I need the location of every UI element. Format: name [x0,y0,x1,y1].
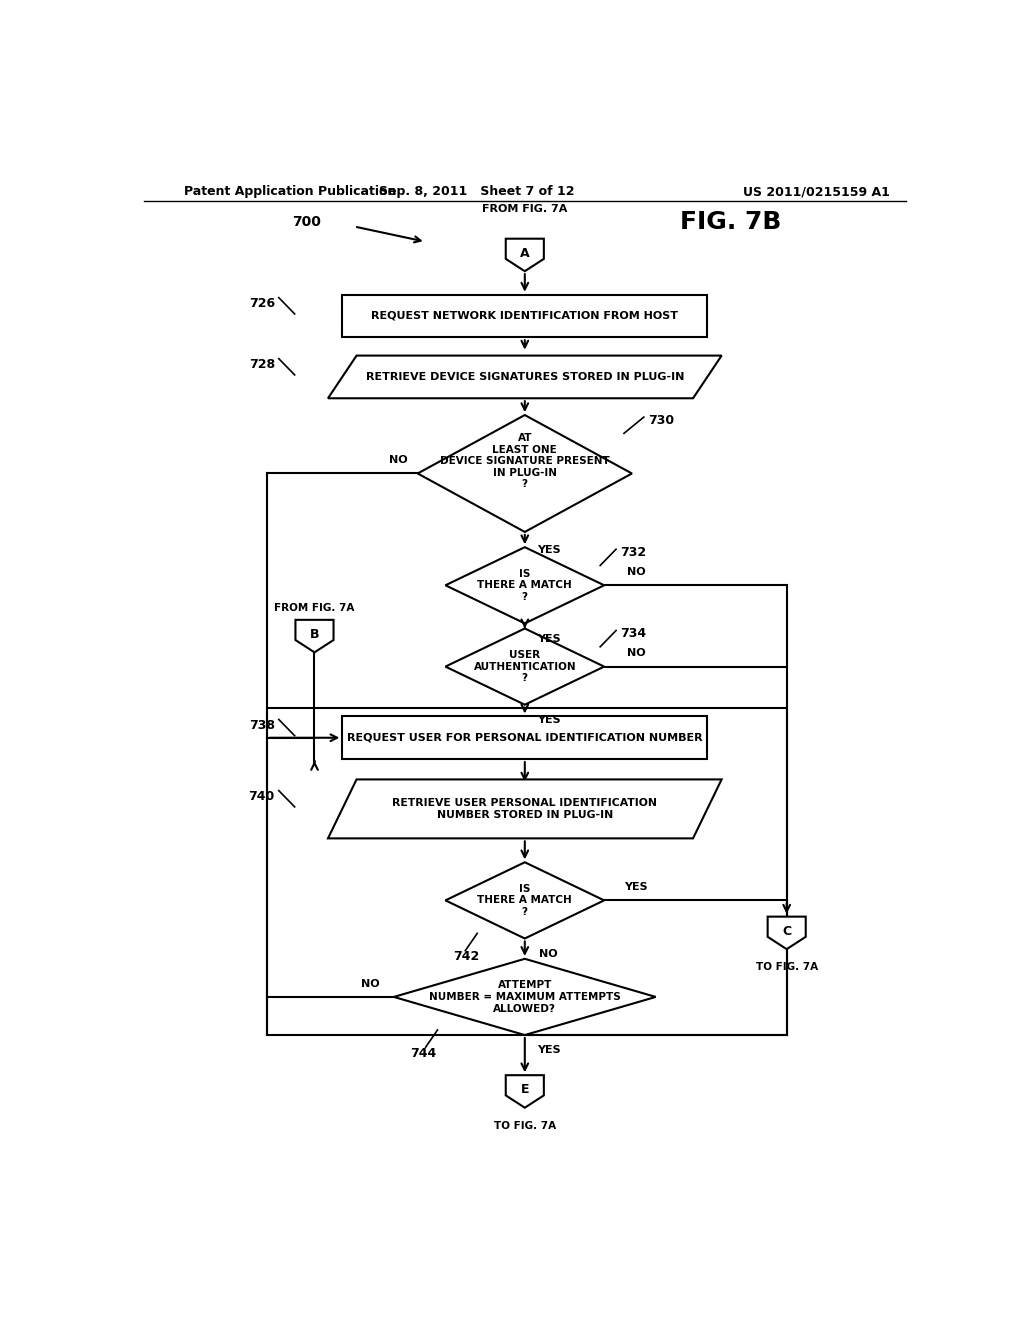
Text: 726: 726 [249,297,274,310]
Polygon shape [296,620,334,652]
Text: IS
THERE A MATCH
?: IS THERE A MATCH ? [477,569,572,602]
Polygon shape [506,239,544,271]
Text: US 2011/0215159 A1: US 2011/0215159 A1 [743,185,890,198]
Polygon shape [445,548,604,623]
Text: YES: YES [537,545,560,556]
Text: NO: NO [627,568,645,577]
Polygon shape [328,779,722,838]
Text: Patent Application Publication: Patent Application Publication [183,185,396,198]
Polygon shape [506,1076,544,1107]
Text: NO: NO [360,978,379,989]
Text: 730: 730 [648,413,674,426]
Text: FROM FIG. 7A: FROM FIG. 7A [274,603,354,612]
Text: YES: YES [624,882,648,892]
Text: REQUEST NETWORK IDENTIFICATION FROM HOST: REQUEST NETWORK IDENTIFICATION FROM HOST [372,312,678,321]
Text: NO: NO [540,949,558,958]
Polygon shape [394,958,655,1035]
Text: TO FIG. 7A: TO FIG. 7A [756,962,818,973]
Text: A: A [520,247,529,260]
Text: 732: 732 [620,545,646,558]
Text: RETRIEVE USER PERSONAL IDENTIFICATION
NUMBER STORED IN PLUG-IN: RETRIEVE USER PERSONAL IDENTIFICATION NU… [392,799,657,820]
Polygon shape [328,355,722,399]
Text: 738: 738 [249,719,274,733]
Text: NO: NO [627,648,645,659]
Text: 742: 742 [454,950,479,964]
Text: 700: 700 [292,215,321,230]
Bar [342,717,708,759]
Text: NO: NO [388,455,408,465]
Text: ATTEMPT
NUMBER = MAXIMUM ATTEMPTS
ALLOWED?: ATTEMPT NUMBER = MAXIMUM ATTEMPTS ALLOWE… [429,981,621,1014]
Text: TO FIG. 7A: TO FIG. 7A [494,1121,556,1131]
Text: REQUEST USER FOR PERSONAL IDENTIFICATION NUMBER: REQUEST USER FOR PERSONAL IDENTIFICATION… [347,733,702,743]
Text: AT
LEAST ONE
DEVICE SIGNATURE PRESENT
IN PLUG-IN
?: AT LEAST ONE DEVICE SIGNATURE PRESENT IN… [440,433,609,490]
Polygon shape [418,414,632,532]
Bar [267,709,786,1035]
Polygon shape [445,862,604,939]
Bar [342,294,708,338]
Text: FROM FIG. 7A: FROM FIG. 7A [482,205,567,214]
Polygon shape [768,916,806,949]
Text: E: E [520,1084,529,1097]
Text: B: B [309,628,319,642]
Text: RETRIEVE DEVICE SIGNATURES STORED IN PLUG-IN: RETRIEVE DEVICE SIGNATURES STORED IN PLU… [366,372,684,381]
Text: IS
THERE A MATCH
?: IS THERE A MATCH ? [477,884,572,917]
Text: YES: YES [537,1045,560,1055]
Text: YES: YES [537,634,560,644]
Text: USER
AUTHENTICATION
?: USER AUTHENTICATION ? [473,649,577,684]
Text: 740: 740 [249,791,274,803]
Text: 744: 744 [410,1047,436,1060]
Text: FIG. 7B: FIG. 7B [681,210,781,235]
Text: YES: YES [537,715,560,725]
Text: Sep. 8, 2011   Sheet 7 of 12: Sep. 8, 2011 Sheet 7 of 12 [380,185,574,198]
Polygon shape [445,628,604,705]
Text: 734: 734 [620,627,646,640]
Text: 728: 728 [249,358,274,371]
Text: C: C [782,925,792,937]
